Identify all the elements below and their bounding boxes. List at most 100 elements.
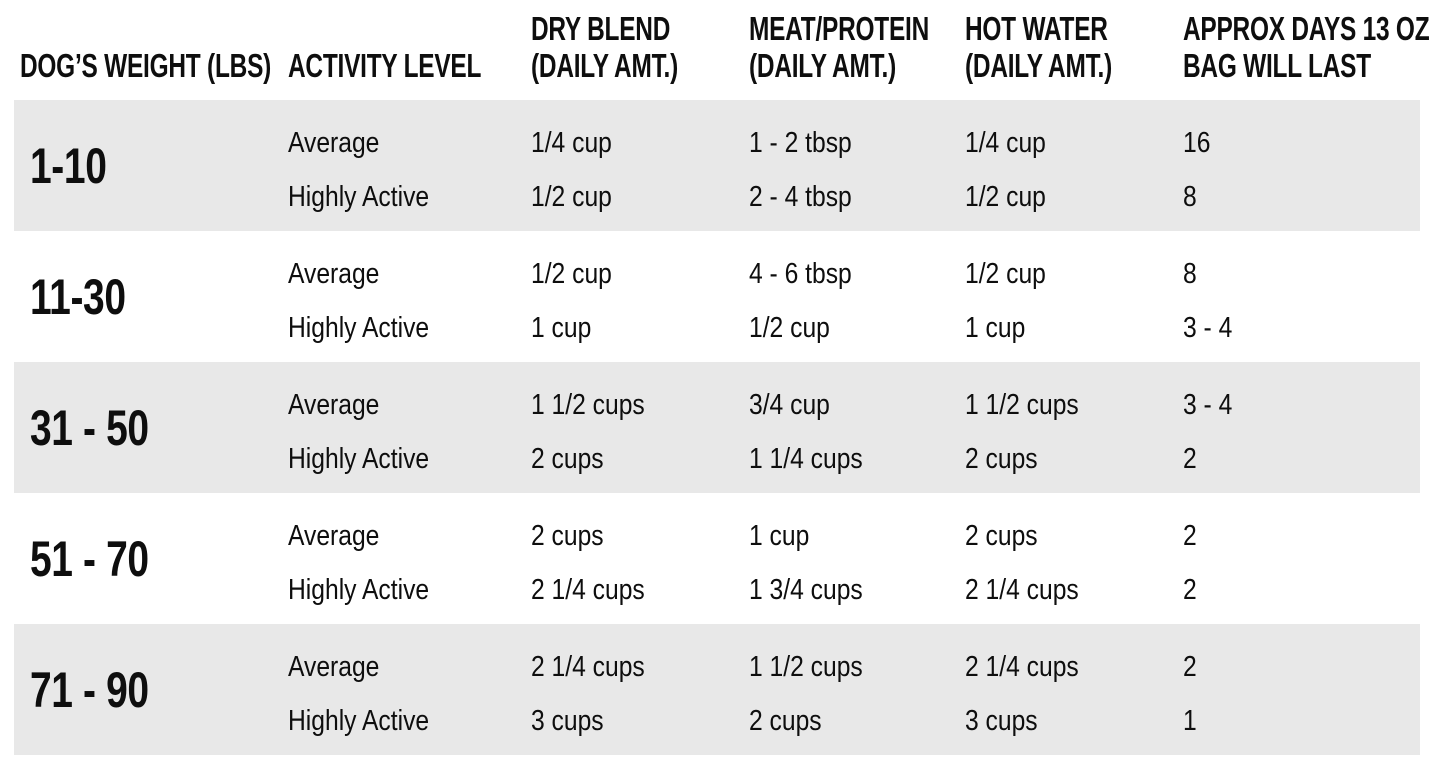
activity-level-cell: Average Highly Active [288,116,531,224]
dry-blend-cell: 1 1/2 cups 2 cups [531,378,749,486]
meat-protein-amount: 4 - 6 tbsp [749,257,852,290]
dry-blend-amount: 2 1/4 cups [531,650,645,683]
table-row-group-11-30: 11-30 Average Highly Active 1/2 cup 1 cu… [14,231,1420,362]
days-bag-lasts-cell: 2 1 [1183,640,1420,748]
dry-blend-amount: 1/2 cup [531,257,612,290]
hot-water-cell: 2 cups 2 1/4 cups [965,509,1183,617]
hot-water-cell: 2 1/4 cups 3 cups [965,640,1183,748]
hot-water-amount: 2 1/4 cups [965,650,1079,683]
hot-water-amount: 1/2 cup [965,180,1046,213]
hot-water-cell: 1/2 cup 1 cup [965,247,1183,355]
meat-protein-amount: 1 cup [749,519,810,552]
hot-water-amount: 1 1/2 cups [965,388,1079,421]
hot-water-cell: 1/4 cup 1/2 cup [965,116,1183,224]
dry-blend-cell: 1/2 cup 1 cup [531,247,749,355]
header-line1: HOT WATER [965,10,1108,47]
column-header-dogs-weight: DOG’S WEIGHT (LBS) [14,10,288,84]
header-line2: (DAILY AMT.) [531,47,679,84]
meat-protein-amount: 1/2 cup [749,311,830,344]
table-row-group-31-50: 31 - 50 Average Highly Active 1 1/2 cups… [14,362,1420,493]
days-bag-lasts: 2 [1183,650,1197,683]
activity-level-cell: Average Highly Active [288,247,531,355]
dry-blend-amount: 2 cups [531,442,604,475]
hot-water-amount: 2 cups [965,442,1038,475]
header-line1: APPROX DAYS 13 OZ [1183,10,1430,47]
column-header-hot-water: HOT WATER (DAILY AMT.) [965,10,1183,84]
meat-protein-amount: 1 - 2 tbsp [749,126,852,159]
meat-protein-amount: 2 - 4 tbsp [749,180,852,213]
dry-blend-amount: 2 1/4 cups [531,573,645,606]
feeding-guide-table: DOG’S WEIGHT (LBS) ACTIVITY LEVEL DRY BL… [14,0,1430,755]
meat-protein-amount: 2 cups [749,704,822,737]
table-header-row: DOG’S WEIGHT (LBS) ACTIVITY LEVEL DRY BL… [14,0,1430,100]
activity-level-cell: Average Highly Active [288,378,531,486]
meat-protein-cell: 1 1/2 cups 2 cups [749,640,965,748]
days-bag-lasts: 1 [1183,704,1197,737]
days-bag-lasts: 16 [1183,126,1211,159]
activity-average: Average [288,650,380,683]
days-bag-lasts: 3 - 4 [1183,388,1233,421]
activity-level-cell: Average Highly Active [288,509,531,617]
hot-water-amount: 1/2 cup [965,257,1046,290]
days-bag-lasts-cell: 2 2 [1183,509,1420,617]
table-row-group-51-70: 51 - 70 Average Highly Active 2 cups 2 1… [14,493,1420,624]
dry-blend-amount: 2 cups [531,519,604,552]
hot-water-cell: 1 1/2 cups 2 cups [965,378,1183,486]
days-bag-lasts: 3 - 4 [1183,311,1233,344]
header-line1: DRY BLEND [531,10,671,47]
hot-water-amount: 2 1/4 cups [965,573,1079,606]
weight-range: 1-10 [30,137,107,194]
header-line2: (DAILY AMT.) [965,47,1113,84]
dry-blend-cell: 1/4 cup 1/2 cup [531,116,749,224]
header-line2: DOG’S WEIGHT (LBS) [20,47,272,84]
days-bag-lasts-cell: 3 - 4 2 [1183,378,1420,486]
meat-protein-amount: 1 3/4 cups [749,573,863,606]
meat-protein-cell: 1 cup 1 3/4 cups [749,509,965,617]
header-line1: MEAT/PROTEIN [749,10,930,47]
dry-blend-amount: 1 cup [531,311,592,344]
header-line2: (DAILY AMT.) [749,47,897,84]
dry-blend-cell: 2 cups 2 1/4 cups [531,509,749,617]
column-header-meat-protein: MEAT/PROTEIN (DAILY AMT.) [749,10,965,84]
dry-blend-amount: 1 1/2 cups [531,388,645,421]
activity-highly-active: Highly Active [288,442,430,475]
days-bag-lasts: 8 [1183,257,1197,290]
days-bag-lasts: 8 [1183,180,1197,213]
hot-water-amount: 1/4 cup [965,126,1046,159]
weight-range: 11-30 [30,268,126,325]
column-header-approx-days: APPROX DAYS 13 OZ BAG WILL LAST [1183,10,1432,84]
meat-protein-amount: 1 1/4 cups [749,442,863,475]
dry-blend-cell: 2 1/4 cups 3 cups [531,640,749,748]
activity-highly-active: Highly Active [288,573,430,606]
weight-range: 51 - 70 [30,530,149,587]
days-bag-lasts: 2 [1183,519,1197,552]
table-row-group-1-10: 1-10 Average Highly Active 1/4 cup 1/2 c… [14,100,1420,231]
activity-level-cell: Average Highly Active [288,640,531,748]
weight-range: 31 - 50 [30,399,149,456]
activity-highly-active: Highly Active [288,180,430,213]
dry-blend-amount: 1/4 cup [531,126,612,159]
activity-average: Average [288,126,380,159]
hot-water-amount: 2 cups [965,519,1038,552]
days-bag-lasts-cell: 16 8 [1183,116,1420,224]
dry-blend-amount: 3 cups [531,704,604,737]
days-bag-lasts: 2 [1183,442,1197,475]
header-line2: BAG WILL LAST [1183,47,1371,84]
meat-protein-amount: 1 1/2 cups [749,650,863,683]
days-bag-lasts-cell: 8 3 - 4 [1183,247,1420,355]
table-row-group-71-90: 71 - 90 Average Highly Active 2 1/4 cups… [14,624,1420,755]
meat-protein-cell: 1 - 2 tbsp 2 - 4 tbsp [749,116,965,224]
meat-protein-amount: 3/4 cup [749,388,830,421]
activity-average: Average [288,388,380,421]
days-bag-lasts: 2 [1183,573,1197,606]
activity-average: Average [288,519,380,552]
column-header-activity-level: ACTIVITY LEVEL [288,10,531,84]
meat-protein-cell: 4 - 6 tbsp 1/2 cup [749,247,965,355]
activity-highly-active: Highly Active [288,311,430,344]
hot-water-amount: 1 cup [965,311,1026,344]
hot-water-amount: 3 cups [965,704,1038,737]
activity-average: Average [288,257,380,290]
dry-blend-amount: 1/2 cup [531,180,612,213]
header-line2: ACTIVITY LEVEL [288,47,482,84]
meat-protein-cell: 3/4 cup 1 1/4 cups [749,378,965,486]
